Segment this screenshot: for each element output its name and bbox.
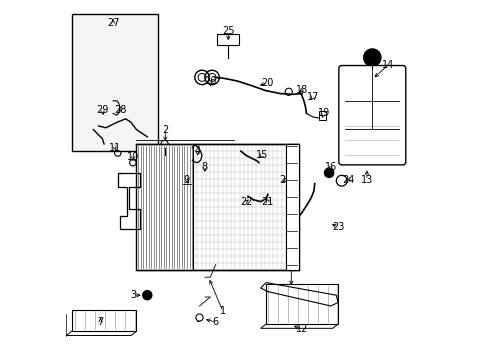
Text: 27: 27 xyxy=(107,18,119,28)
Text: 22: 22 xyxy=(240,197,252,207)
Text: 19: 19 xyxy=(317,108,329,118)
Text: 14: 14 xyxy=(382,60,394,70)
Text: 22: 22 xyxy=(279,175,291,185)
Bar xyxy=(72,310,136,331)
Text: 20: 20 xyxy=(261,78,274,88)
Text: 24: 24 xyxy=(342,175,354,185)
Circle shape xyxy=(142,291,152,300)
Bar xyxy=(72,14,158,151)
Text: 23: 23 xyxy=(331,222,344,232)
Text: 13: 13 xyxy=(360,175,372,185)
Text: 17: 17 xyxy=(306,92,319,102)
Text: 26: 26 xyxy=(203,76,216,86)
Text: 10: 10 xyxy=(126,152,139,162)
Text: 25: 25 xyxy=(222,26,234,36)
Text: 3: 3 xyxy=(130,290,136,300)
Bar xyxy=(136,144,298,270)
Bar xyxy=(265,284,337,324)
Text: 12: 12 xyxy=(295,324,307,334)
Text: 6: 6 xyxy=(212,317,218,327)
Text: 18: 18 xyxy=(295,85,307,95)
Text: 15: 15 xyxy=(256,150,268,160)
Text: 9: 9 xyxy=(183,175,189,185)
Text: 21: 21 xyxy=(261,197,274,207)
Text: 8: 8 xyxy=(202,162,207,172)
FancyBboxPatch shape xyxy=(338,66,405,165)
Bar xyxy=(217,34,239,45)
Text: 5: 5 xyxy=(287,261,294,271)
Circle shape xyxy=(363,49,380,66)
Text: 16: 16 xyxy=(324,162,336,172)
Text: 24: 24 xyxy=(288,233,301,243)
Text: 4: 4 xyxy=(194,146,201,156)
Text: 7: 7 xyxy=(97,317,103,327)
Bar xyxy=(285,144,298,270)
Text: 2: 2 xyxy=(162,125,168,135)
Text: 1: 1 xyxy=(220,306,225,316)
Text: 11: 11 xyxy=(108,143,121,153)
Text: 29: 29 xyxy=(96,105,108,115)
Bar xyxy=(319,111,325,120)
Circle shape xyxy=(324,168,333,177)
Text: 28: 28 xyxy=(114,105,126,115)
